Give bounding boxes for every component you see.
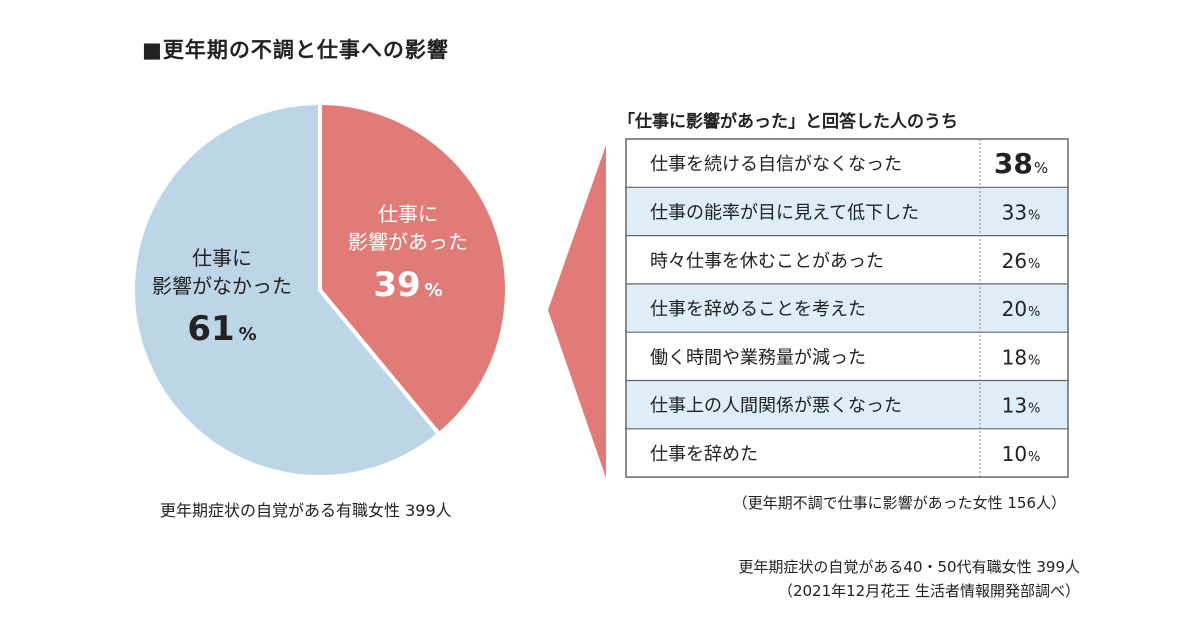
breakdown-title: 「仕事に影響があった」と回答した人のうち: [618, 107, 958, 132]
source-line-2: （2021年12月花王 生活者情報開発部調べ）: [640, 579, 1080, 603]
pie-value-affected-number: 39: [373, 265, 420, 305]
table-row-label: 仕事上の人間関係が悪くなった: [650, 396, 902, 417]
table-row-label: 仕事を辞めることを考えた: [650, 299, 866, 320]
table-row-label: 仕事を辞めた: [650, 444, 758, 465]
pie-label-not-affected-line1: 仕事に: [192, 246, 252, 270]
breakdown-connector: [548, 145, 606, 478]
pie-label-affected-line2: 影響があった: [348, 230, 468, 254]
pie-label-affected-line1: 仕事に: [378, 202, 438, 226]
table-row-label: 仕事を続ける自信がなくなった: [650, 154, 902, 175]
breakdown-sample-note: （更年期不調で仕事に影響があった女性 156人）: [626, 492, 1066, 513]
breakdown-table: 仕事を続ける自信がなくなった 38%仕事の能率が目に見えて低下した 33%時々仕事を…: [626, 139, 1068, 477]
pie-sample-note: 更年期症状の自覚がある有職女性 399人: [160, 497, 520, 521]
table-row-label: 働く時間や業務量が減った: [650, 347, 866, 368]
source-line-1: 更年期症状の自覚がある40・50代有職女性 399人: [640, 555, 1080, 579]
pie-label-not-affected-line2: 影響がなかった: [152, 274, 292, 298]
table-row-label: 仕事の能率が目に見えて低下した: [650, 202, 919, 223]
pie-value-affected-unit: %: [425, 280, 443, 301]
pie-value-not-affected-number: 61: [187, 309, 234, 349]
source-note: 更年期症状の自覚がある40・50代有職女性 399人 （2021年12月花王 生…: [640, 555, 1080, 603]
pie-value-not-affected-unit: %: [239, 324, 257, 345]
table-row-label: 時々仕事を休むことがあった: [650, 251, 884, 272]
